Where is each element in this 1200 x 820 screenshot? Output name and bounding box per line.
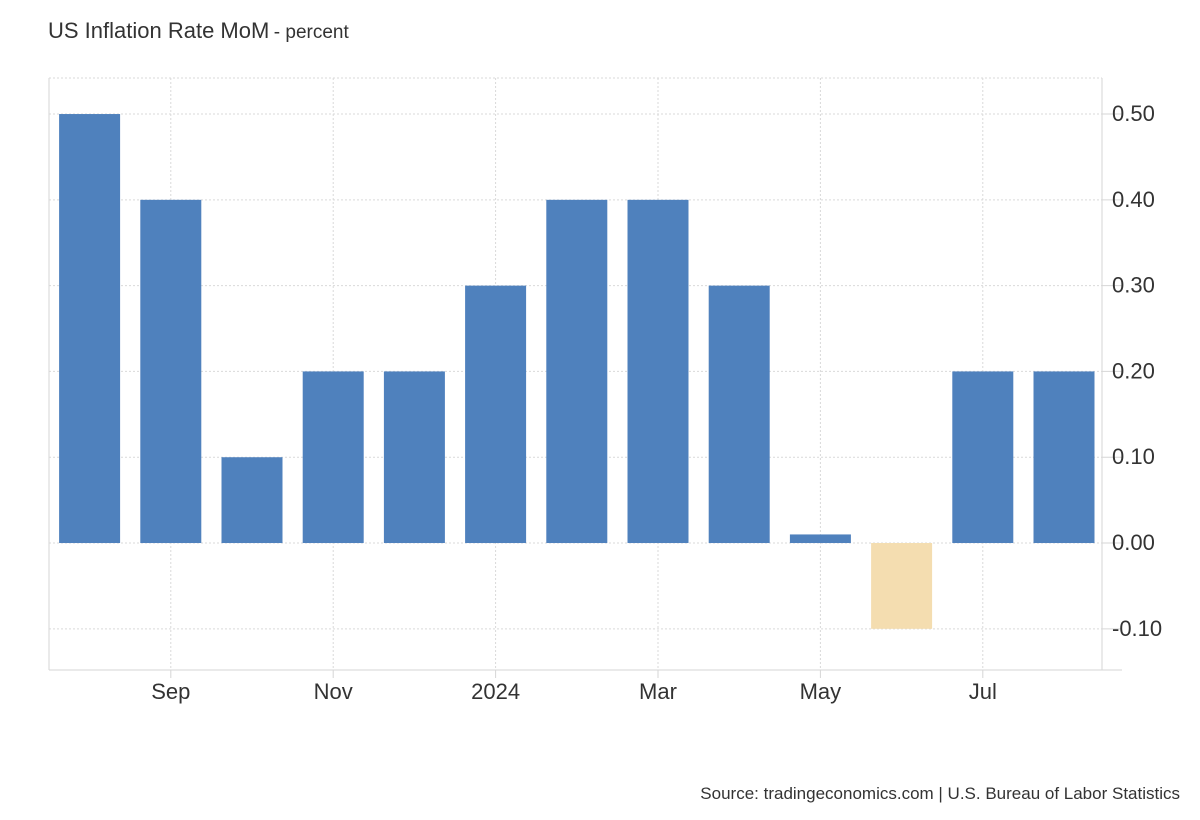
bar-2023-08 [59,114,121,544]
x-tick-label: Jul [969,679,997,704]
y-tick-label: 0.50 [1112,101,1155,126]
bar-2024-02 [546,199,608,544]
bar-2024-03 [627,199,689,544]
bar-2023-11 [302,371,364,544]
bar-2024-08 [1033,371,1095,544]
y-tick-label: 0.40 [1112,187,1155,212]
x-tick-label: Sep [151,679,190,704]
x-tick-label: May [800,679,842,704]
bar-2024-06 [871,543,933,629]
y-tick-label: 0.10 [1112,444,1155,469]
x-tick-label: Nov [314,679,353,704]
bar-2024-05 [789,534,851,544]
chart-title: US Inflation Rate MoM - percent [48,18,349,44]
y-tick-label: 0.00 [1112,530,1155,555]
y-tick-label: -0.10 [1112,616,1162,641]
y-tick-label: 0.30 [1112,273,1155,298]
bar-2024-07 [952,371,1014,544]
bar-2023-12 [383,371,445,544]
chart-subtitle: - percent [273,22,349,43]
bar-2024-04 [708,285,770,544]
x-tick-label: Mar [639,679,677,704]
source-note: Source: tradingeconomics.com | U.S. Bure… [700,784,1180,803]
bar-2023-09 [140,199,202,544]
y-tick-label: 0.20 [1112,358,1155,383]
bar-2023-10 [221,457,283,544]
bar-2024-01 [465,285,527,544]
chart-title-main: US Inflation Rate MoM [48,18,270,43]
x-tick-label: 2024 [471,679,520,704]
